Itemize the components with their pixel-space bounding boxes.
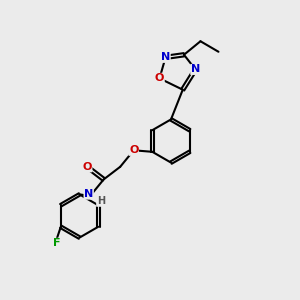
- Text: O: O: [82, 162, 92, 172]
- Text: F: F: [52, 238, 60, 248]
- Text: N: N: [84, 189, 93, 199]
- Text: O: O: [155, 74, 164, 83]
- Text: N: N: [191, 64, 200, 74]
- Text: N: N: [161, 52, 170, 62]
- Text: H: H: [97, 196, 105, 206]
- Text: O: O: [129, 145, 138, 155]
